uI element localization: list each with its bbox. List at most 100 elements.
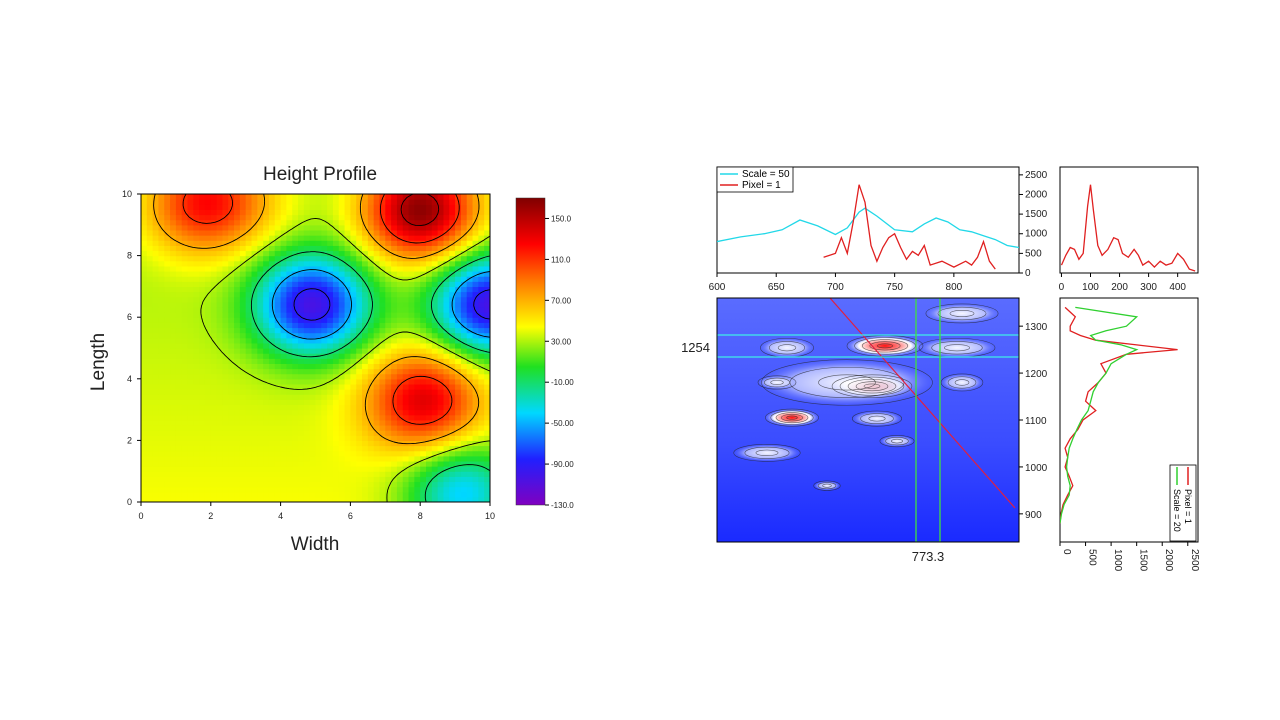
- heatmap-cell: [292, 342, 299, 349]
- heatmap-cell: [170, 337, 177, 344]
- heatmap-cell: [280, 250, 288, 257]
- heatmap-cell: [158, 296, 165, 303]
- heatmap-cell: [373, 399, 381, 406]
- heatmap-cell: [274, 199, 282, 205]
- heatmap-cell: [437, 455, 445, 462]
- y-tick-label: 900: [1025, 510, 1042, 521]
- heatmap-cell: [472, 425, 479, 431]
- heatmap-cell: [187, 337, 194, 344]
- heatmap-cell: [472, 486, 479, 493]
- heatmap-cell: [298, 271, 305, 277]
- heatmap-cell: [484, 317, 490, 323]
- heatmap-cell: [327, 466, 334, 472]
- heatmap-cell: [373, 301, 381, 308]
- heatmap-cell: [216, 342, 224, 349]
- heatmap-cell: [414, 450, 421, 457]
- heatmap-cell: [286, 496, 293, 502]
- heatmap-cell: [257, 204, 264, 210]
- heatmap-cell: [257, 265, 264, 272]
- heatmap-cell: [292, 260, 299, 267]
- heatmap-cell: [443, 224, 450, 231]
- heatmap-cell: [426, 404, 433, 411]
- heatmap-cell: [350, 383, 357, 390]
- heatmap-cell: [175, 491, 183, 498]
- heatmap-cell: [466, 348, 474, 354]
- heatmap-cell: [414, 496, 421, 502]
- profile-line[interactable]: [829, 298, 1016, 509]
- image-contour-ring: [733, 443, 801, 462]
- heatmap-cell: [158, 240, 165, 246]
- heatmap-cell: [338, 445, 346, 452]
- heatmap-cell: [245, 199, 253, 205]
- heatmap-cell: [251, 425, 258, 431]
- heatmap-cell: [251, 276, 258, 282]
- heatmap-cell: [437, 286, 445, 293]
- heatmap-cell: [367, 435, 375, 441]
- heatmap-cell: [443, 466, 450, 472]
- heatmap-cell: [402, 250, 410, 257]
- heatmap-cell: [245, 322, 253, 329]
- heatmap-cell: [367, 399, 375, 406]
- heatmap-cell: [152, 229, 160, 236]
- heatmap-cell: [367, 496, 375, 502]
- heatmap-cell: [356, 399, 363, 406]
- heatmap-cell: [321, 322, 328, 329]
- heatmap-cell: [298, 430, 305, 436]
- heatmap-cell: [402, 409, 410, 416]
- heatmap-cell: [309, 245, 317, 252]
- heatmap-cell: [210, 260, 218, 267]
- side-profile-series: [1060, 306, 1178, 524]
- heatmap-cell: [431, 224, 439, 231]
- heatmap-cell: [286, 286, 293, 293]
- heatmap-cell: [338, 312, 346, 318]
- heatmap-cell: [321, 378, 328, 385]
- heatmap-cell: [280, 419, 288, 426]
- heatmap-cell: [263, 240, 270, 246]
- column-cursor[interactable]: [915, 298, 941, 542]
- heatmap-cell: [257, 306, 264, 313]
- heatmap-cell: [193, 460, 200, 467]
- heatmap-cell: [338, 296, 346, 303]
- heatmap-cell: [321, 425, 328, 431]
- heatmap-cell: [263, 348, 270, 354]
- heatmap-cell: [298, 425, 305, 431]
- heatmap-cell: [472, 342, 479, 349]
- colorbar-tick-label: -130.0: [551, 501, 574, 510]
- heatmap-cell: [321, 332, 328, 339]
- heatmap-cell: [420, 450, 427, 457]
- heatmap-cell: [327, 204, 334, 210]
- row-cursor[interactable]: [717, 334, 1019, 358]
- heatmap-cell: [484, 440, 490, 447]
- heatmap-cell: [228, 199, 235, 205]
- heatmap-cell: [408, 209, 415, 216]
- heatmap-cell: [286, 255, 293, 262]
- heatmap-cell: [426, 486, 433, 493]
- heatmap-cell: [321, 491, 328, 498]
- heatmap-cell: [449, 317, 456, 323]
- heatmap-cell: [356, 250, 363, 257]
- heatmap-cell: [298, 409, 305, 416]
- heatmap-cell: [356, 199, 363, 205]
- heatmap-cell: [414, 317, 421, 323]
- heatmap-cell: [274, 327, 282, 334]
- heatmap-cell: [268, 245, 276, 252]
- heatmap-cell: [187, 466, 194, 472]
- heatmap-cell: [396, 348, 404, 354]
- image-contour-ring: [944, 344, 970, 352]
- heatmap-cell: [460, 229, 468, 236]
- heatmap-cell: [222, 265, 229, 272]
- image-surface: [717, 298, 1019, 542]
- heatmap-cell: [228, 255, 235, 262]
- heatmap-cell: [472, 265, 479, 272]
- heatmap-cell: [274, 312, 282, 318]
- heatmap-cell: [379, 276, 386, 282]
- heatmap-cell: [141, 348, 148, 354]
- heatmap-cell: [484, 455, 490, 462]
- heatmap-cell: [332, 440, 340, 447]
- heatmap-cell: [303, 209, 311, 216]
- heatmap-cell: [257, 296, 264, 303]
- heatmap-cell: [391, 260, 398, 267]
- heatmap-cell: [274, 229, 282, 236]
- heatmap-cell: [379, 332, 386, 339]
- heatmap-cell: [234, 235, 241, 241]
